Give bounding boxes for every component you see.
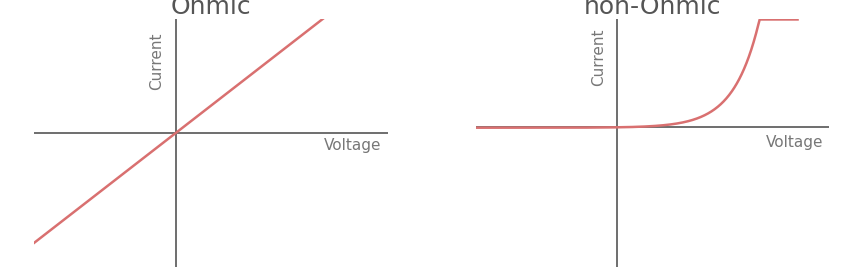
Text: Current: Current [591, 28, 606, 86]
Title: Ohmic: Ohmic [171, 0, 251, 19]
Text: Voltage: Voltage [765, 135, 823, 150]
Text: Voltage: Voltage [324, 138, 381, 153]
Text: Current: Current [150, 33, 164, 90]
Title: non-Ohmic: non-Ohmic [584, 0, 722, 19]
